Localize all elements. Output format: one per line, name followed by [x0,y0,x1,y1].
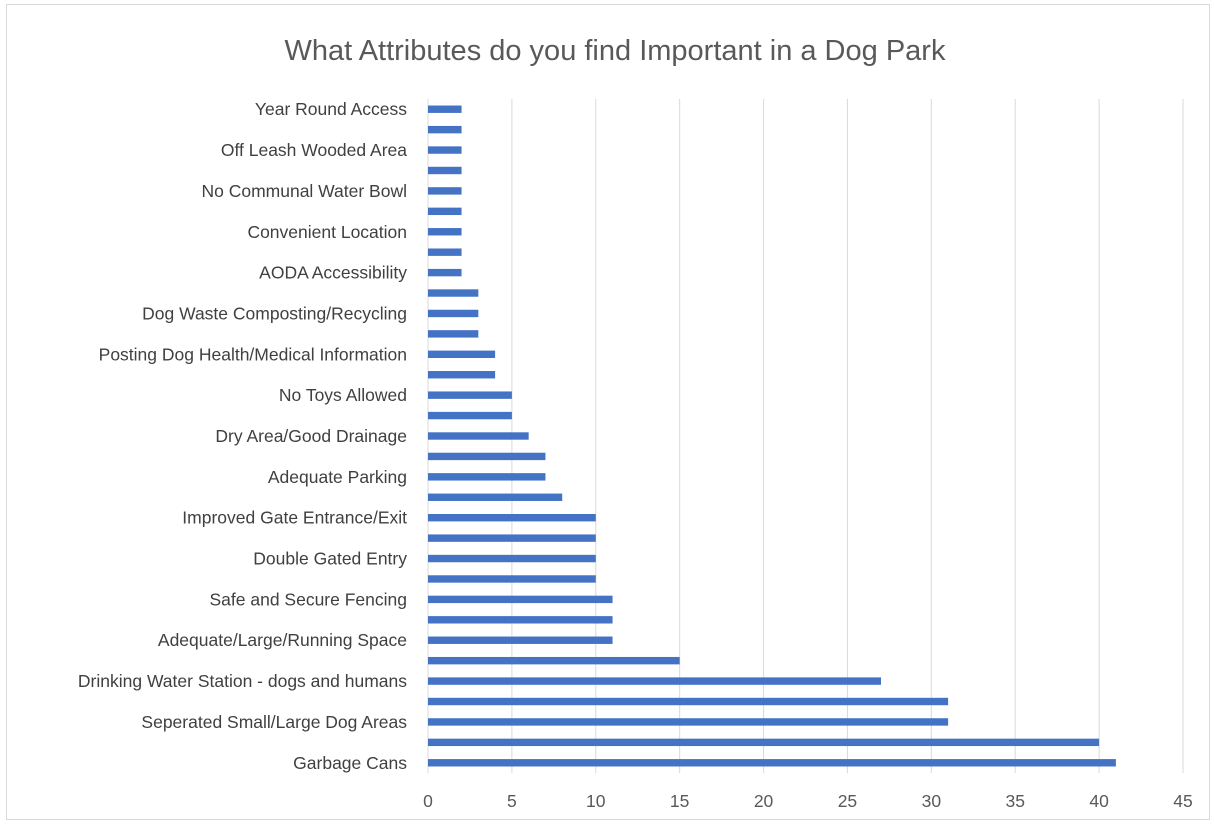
category-label: Improved Gate Entrance/Exit [182,508,407,528]
bar [428,677,881,685]
bar [428,493,563,501]
bar [428,595,613,604]
bar [428,432,529,440]
category-label: Adequate/Large/Running Space [158,630,407,650]
bar [428,289,479,297]
bar [428,452,546,461]
bar [428,268,462,277]
category-label: Dry Area/Good Drainage [215,426,407,446]
category-label: Seperated Small/Large Dog Areas [141,712,407,732]
category-label: No Toys Allowed [279,385,407,405]
category-label: Double Gated Entry [253,549,407,569]
x-tick-label: 45 [1173,791,1192,811]
category-label: Convenient Location [247,222,407,242]
x-tick-label: 40 [1089,791,1109,811]
category-label: Safe and Secure Fencing [210,589,408,609]
x-tick-label: 35 [1005,791,1024,811]
category-label: Drinking Water Station - dogs and humans [78,671,407,691]
x-tick-label: 20 [754,791,774,811]
bar [428,411,512,420]
bar [428,513,596,522]
x-tick-label: 25 [838,791,857,811]
bar [428,718,949,726]
chart-title: What Attributes do you find Important in… [285,35,946,67]
bar [428,697,949,706]
x-tick-label: 30 [922,791,942,811]
x-tick-label: 10 [586,791,606,811]
x-tick-label: 15 [670,791,689,811]
bar [428,146,462,154]
category-label: Dog Waste Composting/Recycling [142,303,407,323]
bar [428,125,462,134]
bar [428,759,1116,767]
bar [428,738,1100,747]
category-label: Adequate Parking [268,467,407,487]
gridlines [427,99,1184,773]
bar [428,554,596,563]
bars [428,105,1116,767]
bar [428,166,462,175]
bar [428,575,596,583]
bar [428,616,613,624]
bar [428,534,596,542]
chart-container: What Attributes do you find Important in… [6,4,1210,820]
category-labels: Garbage Cans Seperated Small/Large Dog Ar… [78,99,407,773]
bar [428,350,496,359]
bar [428,371,496,379]
x-tick-label: 5 [507,791,517,811]
category-label: Year Round Access [255,99,407,119]
bar-chart: What Attributes do you find Important in… [78,35,1193,811]
category-label: Garbage Cans [293,753,407,773]
bar [428,309,479,318]
bar [428,228,462,236]
bar [428,105,462,113]
bar [428,248,462,256]
bar [428,656,680,665]
category-label: Off Leash Wooded Area [221,140,407,160]
x-tick-labels: 0 5 10 15 20 25 30 35 40 45 [423,791,1193,811]
bar [428,636,613,644]
bar [428,207,462,216]
bar [428,391,512,399]
x-tick-label: 0 [423,791,433,811]
bar [428,187,462,195]
category-label: Posting Dog Health/Medical Information [99,344,407,364]
category-label: No Communal Water Bowl [201,181,407,201]
category-label: AODA Accessibility [259,263,407,283]
bar [428,473,546,481]
bar [428,330,479,338]
